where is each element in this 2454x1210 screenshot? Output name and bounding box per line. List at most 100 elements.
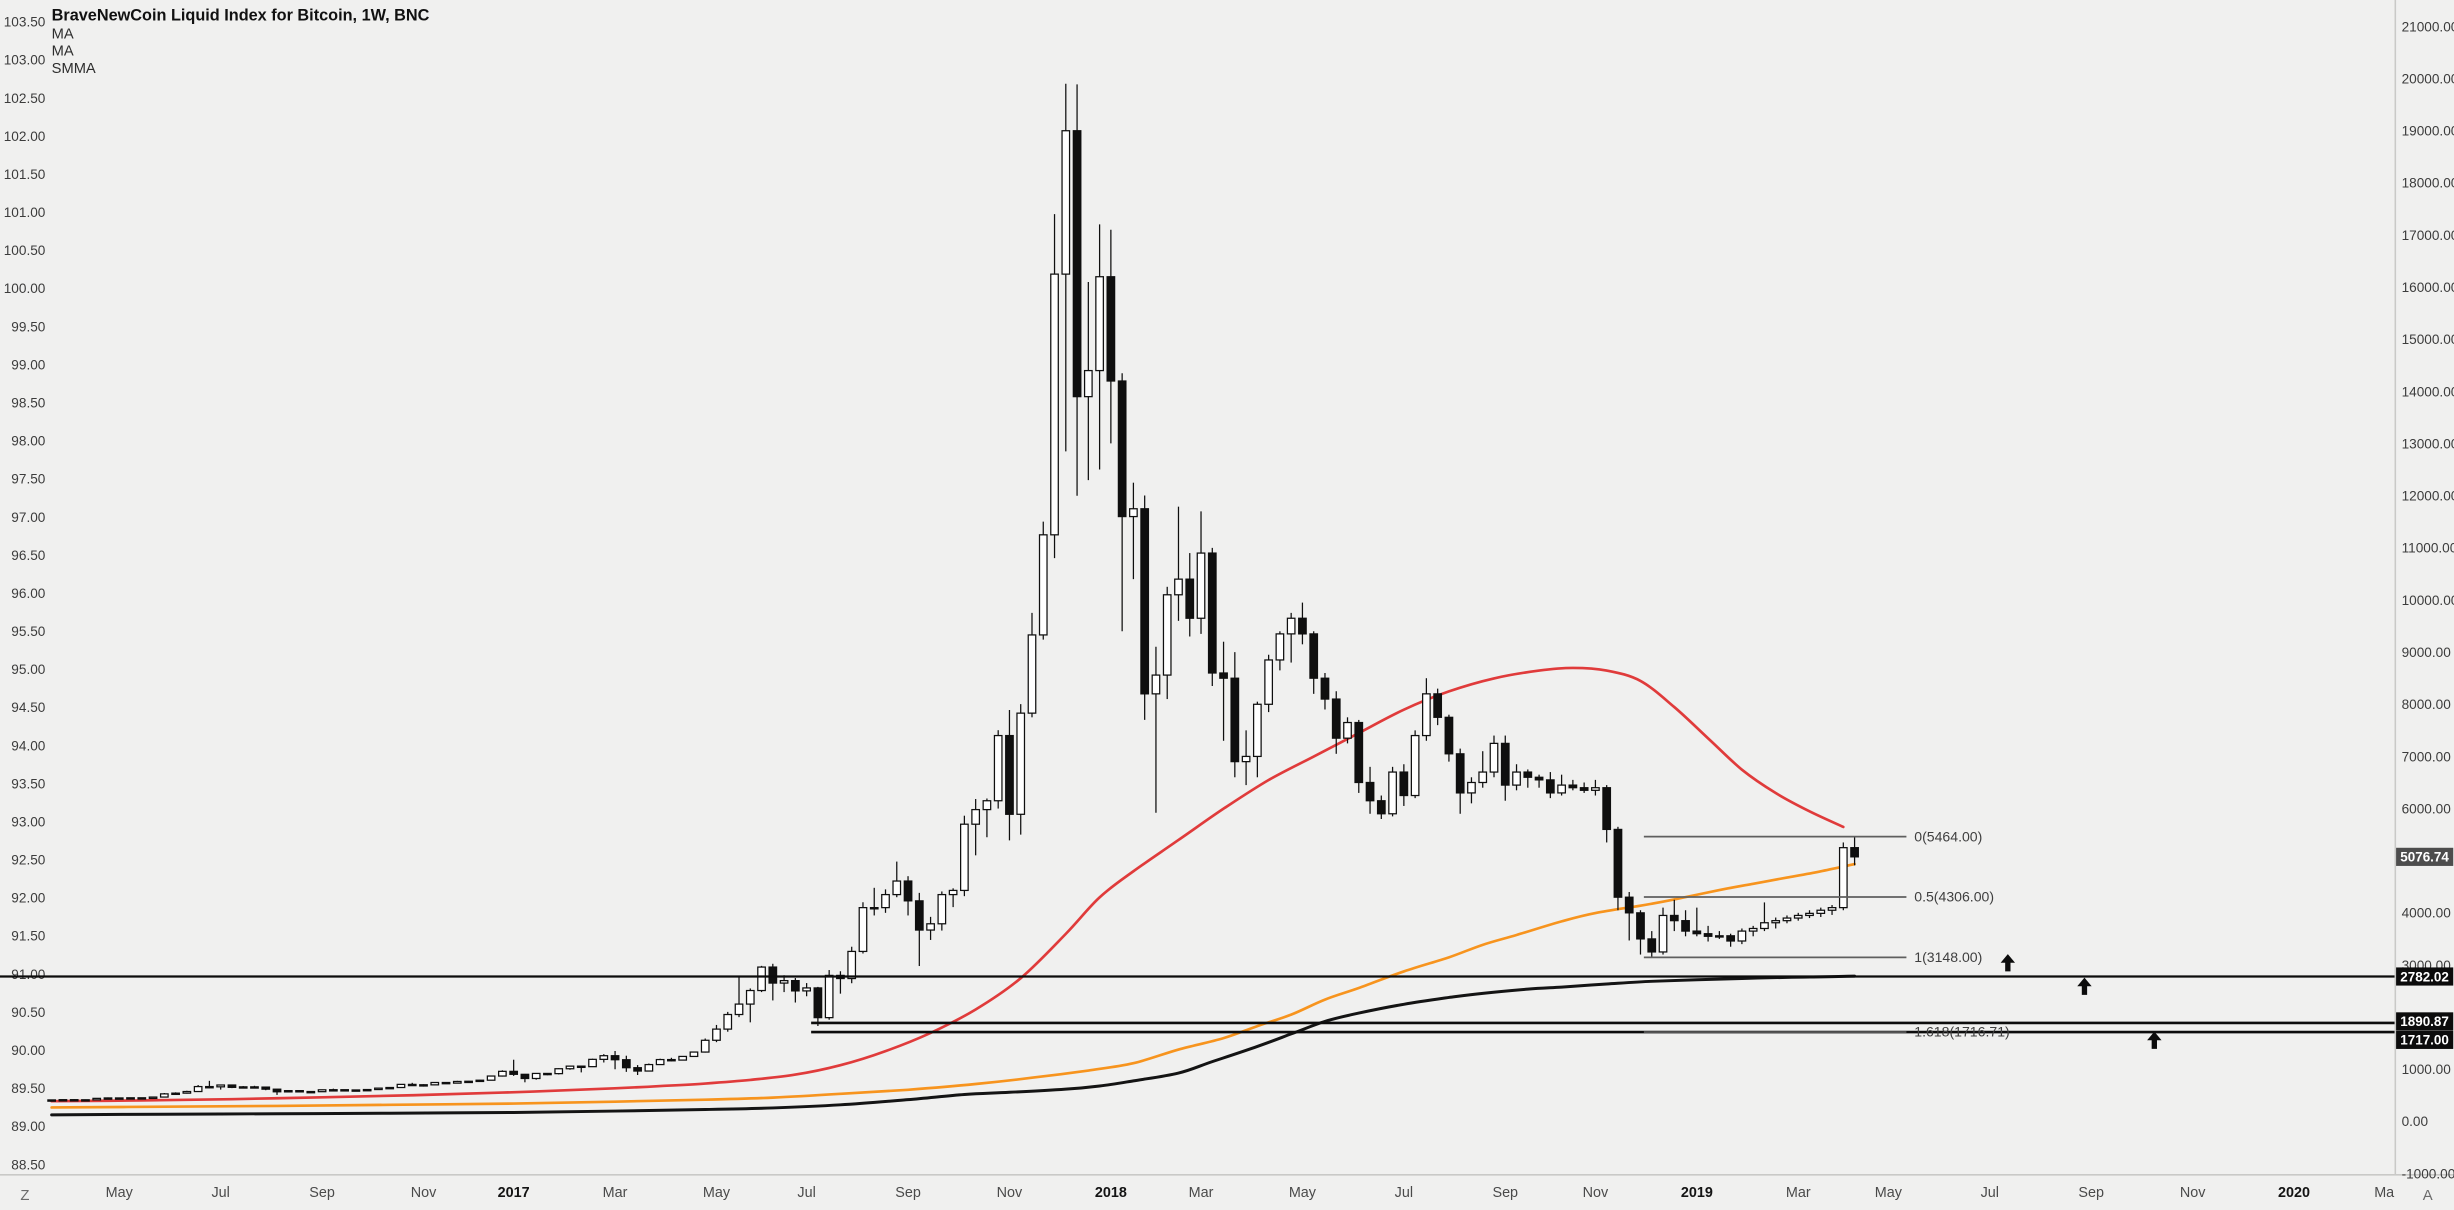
- candle-down: [1613, 828, 1623, 898]
- left-axis-tick: 91.00: [11, 967, 45, 982]
- candle-down: [1545, 779, 1555, 794]
- candle-down: [1331, 698, 1341, 739]
- right-axis-tick: 11000.00: [2402, 541, 2454, 556]
- candle-down: [1230, 677, 1240, 763]
- indicator-ma-1[interactable]: MA: [52, 26, 74, 42]
- candle-down: [1568, 784, 1578, 789]
- indicator-ma-2[interactable]: MA: [52, 44, 74, 60]
- left-axis-tick: 93.00: [11, 814, 45, 829]
- left-axis-tick: 100.50: [4, 243, 46, 258]
- candle-down: [261, 1086, 271, 1090]
- candle-up: [858, 907, 868, 953]
- candle-down: [633, 1067, 642, 1072]
- price-badge: [2396, 1012, 2454, 1031]
- candle-up: [351, 1089, 361, 1092]
- candle-down: [1320, 677, 1330, 700]
- drawings-layer[interactable]: 0(5464.00) 0.5(4306.00) 1(3148.00) 1.618(17…: [0, 828, 2395, 1049]
- indicator-smma[interactable]: SMMA: [52, 61, 96, 77]
- left-axis-tick: 95.50: [11, 624, 45, 639]
- candle-down: [1624, 896, 1634, 914]
- candle-up: [948, 889, 958, 896]
- candle-down: [295, 1090, 304, 1093]
- ma-line-red[interactable]: [50, 666, 1845, 1103]
- time-axis-tick: Nov: [997, 1185, 1023, 1201]
- candle-up: [1252, 703, 1262, 758]
- right-axis-tick: 4000.00: [2402, 906, 2452, 921]
- bottom-right-letter[interactable]: A: [2423, 1188, 2433, 1204]
- candle-down: [813, 987, 823, 1019]
- candle-up: [497, 1070, 507, 1077]
- candle-down: [768, 966, 778, 984]
- candle-up: [1557, 784, 1566, 794]
- candle-up: [374, 1087, 383, 1091]
- ma-line-orange[interactable]: [50, 862, 1856, 1109]
- candle-down: [1354, 721, 1364, 784]
- smma-line-black[interactable]: [50, 974, 1857, 1117]
- candle-up: [464, 1080, 473, 1084]
- time-axis-tick: Jul: [1395, 1185, 1413, 1201]
- candles[interactable]: [47, 83, 1859, 1102]
- time-axis-tick: Jul: [1981, 1185, 1999, 1201]
- candle-down: [306, 1090, 316, 1094]
- candle-down: [1185, 578, 1195, 619]
- left-axis-tick: 97.00: [11, 510, 45, 525]
- time-axis-tick: Nov: [411, 1185, 437, 1201]
- candle-up: [103, 1097, 113, 1100]
- right-axis-tick: 10000.00: [2402, 593, 2454, 608]
- candle-up: [452, 1080, 462, 1084]
- candle-up: [1489, 742, 1499, 773]
- left-axis-tick: 93.50: [11, 776, 45, 791]
- left-axis-tick: 102.00: [4, 129, 46, 144]
- candle-down: [1523, 771, 1533, 778]
- candle-up: [475, 1079, 485, 1083]
- candle-down: [667, 1058, 676, 1062]
- candle-up: [396, 1083, 406, 1089]
- candle-down: [1669, 914, 1679, 922]
- candle-up: [385, 1086, 395, 1090]
- candle-up: [599, 1055, 609, 1060]
- bottom-left-letter[interactable]: Z: [20, 1188, 29, 1204]
- left-axis-tick: 103.00: [4, 53, 46, 68]
- left-axis-tick: 94.00: [11, 738, 45, 753]
- candle-up: [937, 893, 947, 925]
- up-arrow-marker[interactable]: [2147, 1031, 2162, 1049]
- left-axis-tick: 99.50: [11, 319, 45, 334]
- candle-up: [1129, 508, 1138, 518]
- candle-up: [1467, 781, 1476, 794]
- candle-up: [362, 1088, 372, 1092]
- right-axis-tick: 12000.00: [2402, 489, 2454, 504]
- time-axis-tick: Mar: [1786, 1185, 1811, 1201]
- candle-down: [1433, 693, 1443, 718]
- candle-up: [1512, 771, 1521, 786]
- up-arrow-marker[interactable]: [2077, 977, 2092, 995]
- candle-down: [137, 1097, 147, 1100]
- up-arrow-marker[interactable]: [2000, 954, 2016, 972]
- right-axis-tick: 18000.00: [2402, 176, 2454, 191]
- right-axis-tick: 20000.00: [2402, 71, 2454, 86]
- left-axis-tick: 97.50: [11, 472, 45, 487]
- candle-down: [205, 1085, 214, 1089]
- candle-up: [238, 1086, 248, 1089]
- left-price-axis[interactable]: 103.50 103.00 102.50 102.00 101.50 101.00 100.…: [4, 15, 46, 1173]
- price-badge: [2396, 1030, 2454, 1049]
- right-price-axis[interactable]: 21000.00 20000.00 19000.00 18000.00 17000.00…: [2402, 19, 2454, 1181]
- candle-down: [621, 1059, 631, 1069]
- candle-up: [1286, 617, 1296, 635]
- series-layer: [47, 83, 1859, 1117]
- time-axis-tick: Sep: [2078, 1185, 2104, 1201]
- candle-up: [1737, 930, 1747, 942]
- candle-up: [745, 989, 755, 1005]
- candle-down: [509, 1070, 519, 1075]
- candle-up: [1658, 914, 1668, 953]
- candle-down: [1219, 672, 1228, 679]
- left-axis-tick: 96.00: [11, 586, 45, 601]
- candle-up: [824, 974, 834, 1019]
- candle-up: [47, 1099, 57, 1102]
- symbol-title[interactable]: BraveNewCoin Liquid Index for Bitcoin, 1…: [52, 6, 430, 24]
- candle-down: [1726, 935, 1736, 942]
- price-badges-layer: 5076.74 2782.02 1890.87 1717.00: [2396, 847, 2454, 1049]
- time-axis[interactable]: May Jul Sep Nov 2017 Mar May Jul Sep Nov 2018 Mar Ma…: [106, 1185, 2395, 1201]
- candle-down: [1647, 938, 1657, 953]
